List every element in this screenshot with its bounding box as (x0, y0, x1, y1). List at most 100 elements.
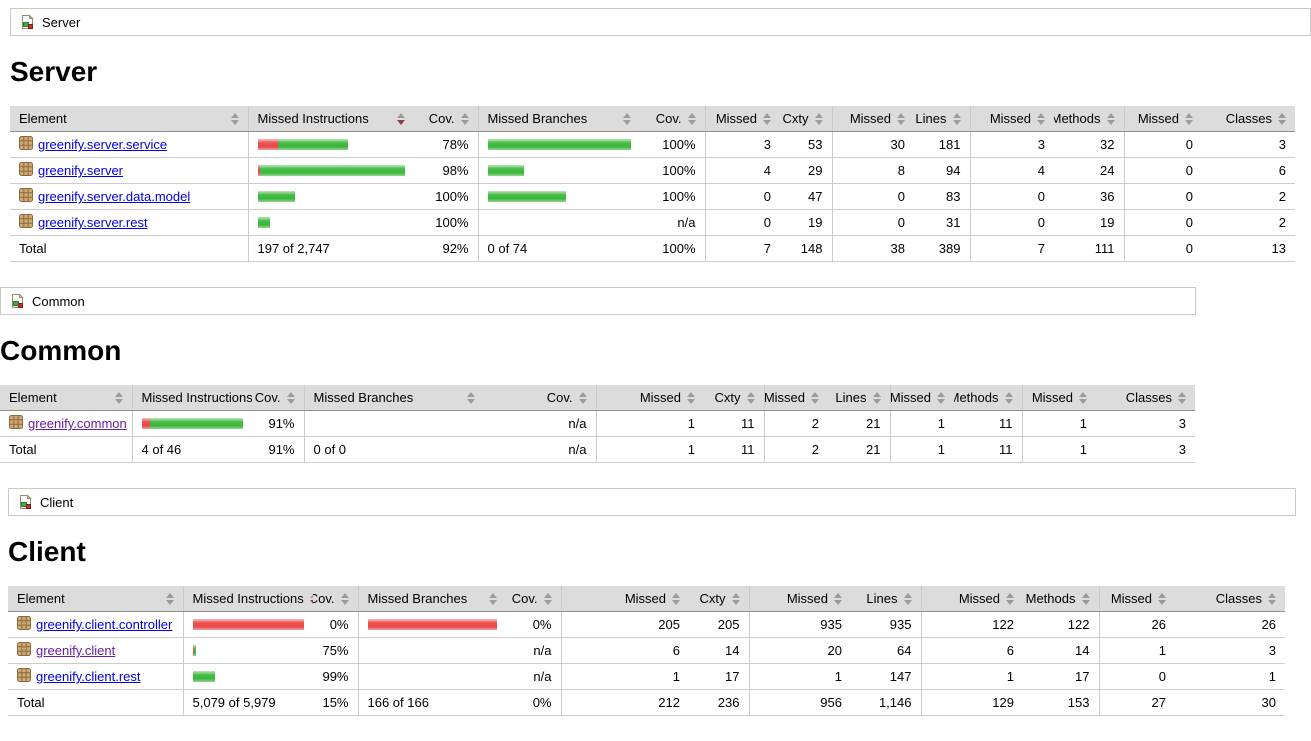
branches-coverage-bar (487, 165, 632, 176)
missed-cxty-cell: 205 (560, 611, 689, 638)
column-header-lines[interactable]: Lines (828, 385, 890, 411)
methods-cell: 17 (1023, 663, 1099, 690)
total-lines-cell: 1,146 (851, 689, 921, 716)
column-header-missed-instructions[interactable]: Missed Instructions (131, 385, 252, 411)
total-branches-cov-cell: 100% (640, 235, 705, 262)
column-header-missed-methods[interactable]: Missed (920, 586, 1023, 612)
sort-icon (286, 391, 295, 404)
sort-icon (460, 112, 469, 125)
column-header-lines[interactable]: Lines (914, 106, 970, 132)
column-header-missed-lines[interactable]: Missed (763, 385, 828, 411)
element-cell: greenify.client (8, 637, 183, 664)
package-link[interactable]: greenify.client (36, 643, 116, 658)
column-header-cov-branches[interactable]: Cov. (484, 385, 596, 411)
column-header-missed-classes[interactable]: Missed (1098, 586, 1175, 612)
package-link[interactable]: greenify.server.rest (38, 215, 148, 230)
missed-lines-cell: 0 (831, 209, 914, 236)
branches-coverage-bar (488, 217, 632, 228)
package-link[interactable]: greenify.common (28, 416, 127, 431)
total-missed-classes-cell: 0 (1123, 235, 1202, 262)
total-methods-cell: 153 (1023, 689, 1099, 716)
missed-classes-cell: 0 (1123, 157, 1202, 184)
methods-cell: 122 (1023, 611, 1099, 638)
column-header-methods[interactable]: Methods (1023, 586, 1099, 612)
column-header-cxty[interactable]: Cxty (780, 106, 832, 132)
element-cell: greenify.server.service (10, 131, 248, 158)
column-header-lines[interactable]: Lines (851, 586, 921, 612)
sort-icon (467, 391, 475, 404)
column-header-element[interactable]: Element (8, 586, 183, 612)
package-link[interactable]: greenify.server.data.model (38, 189, 191, 204)
package-link[interactable]: greenify.client.rest (36, 669, 141, 684)
package-link[interactable]: greenify.server (38, 163, 124, 178)
column-header-cov-instructions[interactable]: Cov. (252, 385, 304, 411)
column-label: Missed (890, 390, 931, 405)
column-header-cxty[interactable]: Cxty (704, 385, 764, 411)
column-label: Element (19, 111, 67, 126)
column-header-element[interactable]: Element (10, 106, 248, 132)
column-label: Missed (764, 390, 805, 405)
element-cell: greenify.common (0, 410, 132, 437)
breadcrumb-label: Server (42, 14, 81, 30)
column-label: Cxty (699, 591, 726, 606)
column-header-missed-methods[interactable]: Missed (969, 106, 1054, 132)
column-label: Cov. (254, 390, 281, 405)
total-row: Total 4 of 46 91% 0 of 0 n/a 1 11 2 21 1… (0, 436, 1195, 463)
column-header-cov-instructions[interactable]: Cov. (414, 106, 478, 132)
column-header-missed-branches[interactable]: Missed Branches (303, 385, 484, 411)
total-cxty-cell: 11 (704, 436, 764, 463)
sort-icon (230, 112, 239, 125)
branches-bar-cell (477, 209, 640, 236)
column-header-element[interactable]: Element (0, 385, 132, 411)
sort-icon (1106, 112, 1115, 125)
column-label: Missed (958, 591, 1000, 606)
table-row: greenify.common 91% n/a 1 11 2 21 1 11 1… (0, 410, 1195, 437)
missed-lines-cell: 935 (748, 611, 851, 638)
column-header-missed-instructions[interactable]: Missed Instructions (247, 106, 414, 132)
lines-cell: 147 (851, 663, 921, 690)
column-label: Methods (954, 390, 999, 405)
column-header-classes[interactable]: Classes (1175, 586, 1285, 612)
branches-bar-cell (303, 410, 484, 437)
lines-cell: 31 (914, 209, 970, 236)
column-header-missed-classes[interactable]: Missed (1123, 106, 1202, 132)
lines-cell: 935 (851, 611, 921, 638)
missed-classes-cell: 0 (1123, 131, 1202, 158)
column-header-missed-classes[interactable]: Missed (1021, 385, 1096, 411)
column-header-missed-cxty[interactable]: Missed (704, 106, 780, 132)
column-header-cov-instructions[interactable]: Cov. (313, 586, 358, 612)
column-header-cov-branches[interactable]: Cov. (640, 106, 705, 132)
lines-cell: 181 (914, 131, 970, 158)
sort-icon (1278, 112, 1286, 125)
column-header-classes[interactable]: Classes (1202, 106, 1295, 132)
package-link[interactable]: greenify.server.service (38, 137, 168, 152)
instructions-coverage-bar (257, 165, 405, 176)
column-header-missed-lines[interactable]: Missed (831, 106, 914, 132)
missed-lines-cell: 1 (748, 663, 851, 690)
column-header-missed-cxty[interactable]: Missed (560, 586, 689, 612)
column-header-methods[interactable]: Methods (1054, 106, 1124, 132)
column-header-methods[interactable]: Methods (954, 385, 1022, 411)
instructions-coverage-bar (141, 418, 243, 429)
column-header-missed-branches[interactable]: Missed Branches (357, 586, 506, 612)
column-header-classes[interactable]: Classes (1096, 385, 1195, 411)
sort-icon (1004, 391, 1013, 404)
column-header-missed-branches[interactable]: Missed Branches (477, 106, 640, 132)
methods-cell: 32 (1054, 131, 1124, 158)
column-header-missed-cxty[interactable]: Missed (595, 385, 704, 411)
branches-coverage-bar (367, 619, 497, 630)
missed-classes-cell: 0 (1123, 209, 1202, 236)
column-label: Missed (849, 111, 891, 126)
column-header-missed-lines[interactable]: Missed (748, 586, 851, 612)
column-header-missed-instructions[interactable]: Missed Instructions (182, 586, 313, 612)
branches-bar-cell (477, 183, 640, 210)
methods-cell: 24 (1054, 157, 1124, 184)
package-link[interactable]: greenify.client.controller (36, 617, 173, 632)
missed-methods-cell: 1 (920, 663, 1023, 690)
column-header-cxty[interactable]: Cxty (689, 586, 749, 612)
column-header-missed-methods[interactable]: Missed (889, 385, 954, 411)
missed-methods-cell: 4 (969, 157, 1054, 184)
sort-icon (1158, 592, 1166, 605)
sort-icon (872, 391, 881, 404)
column-header-cov-branches[interactable]: Cov. (506, 586, 561, 612)
